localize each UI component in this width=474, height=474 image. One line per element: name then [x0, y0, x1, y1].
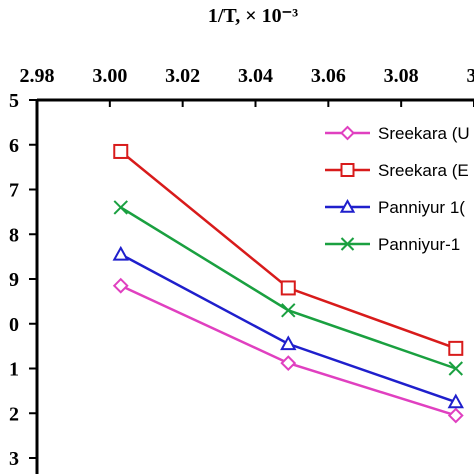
series-0 [112, 277, 464, 424]
legend-label: Panniyur-1 [378, 235, 460, 254]
y-tick-label: 6 [9, 135, 19, 157]
legend-item: Sreekara (E [325, 161, 469, 180]
x-tick-label: 2.98 [20, 65, 55, 87]
y-tick-label: 0 [9, 314, 19, 336]
data-point [112, 277, 129, 294]
data-point [447, 407, 464, 424]
y-tick-label: 3 [9, 448, 19, 470]
legend-item: Panniyur-1 [325, 235, 460, 254]
legend-label: Sreekara (U [378, 124, 470, 143]
x-tick-label: 3.00 [92, 65, 127, 87]
data-point [339, 198, 356, 213]
data-point [340, 163, 355, 177]
y-axis: 5 6 7 8 9 0 1 2 3 [9, 90, 37, 470]
data-point [281, 303, 296, 318]
legend-item: Panniyur 1( [325, 198, 465, 217]
series-3 [113, 200, 463, 376]
plot-frame [35, 98, 474, 474]
chart-title: 1/T, × 10⁻³ [208, 5, 298, 27]
data-point [340, 125, 355, 141]
x-tick-label: 3.08 [384, 65, 419, 87]
data-point [340, 237, 355, 251]
series-layer [112, 143, 464, 424]
y-tick-label: 8 [9, 224, 19, 246]
x-tick-label: 3.06 [311, 65, 346, 87]
series-line [120, 253, 457, 404]
y-tick-label: 5 [9, 90, 19, 112]
y-tick-label: 2 [9, 403, 19, 425]
data-point [113, 143, 129, 159]
data-point [280, 355, 297, 372]
x-tick-label: 3.02 [165, 65, 200, 87]
series-1 [113, 143, 464, 356]
x-tick-label: 3. [467, 65, 474, 87]
series-2 [112, 245, 464, 409]
data-point [448, 361, 463, 376]
legend-label: Sreekara (E [378, 161, 469, 180]
y-tick-label: 9 [9, 269, 19, 291]
data-point [280, 335, 297, 351]
legend-label: Panniyur 1( [378, 198, 465, 217]
y-tick-label: 1 [9, 359, 19, 381]
data-point [448, 340, 464, 356]
legend: Sreekara (U Sreekara (E Panniyur 1( Panniyu… [325, 124, 470, 254]
data-point [112, 245, 129, 261]
legend-item: Sreekara (U [325, 124, 470, 143]
y-tick-label: 7 [9, 180, 19, 202]
data-point [113, 200, 128, 215]
data-point [447, 393, 464, 409]
x-axis: 2.98 3.00 3.02 3.04 3.06 3.08 3. [20, 65, 474, 107]
x-tick-label: 3.04 [238, 65, 273, 87]
data-point [280, 280, 296, 296]
